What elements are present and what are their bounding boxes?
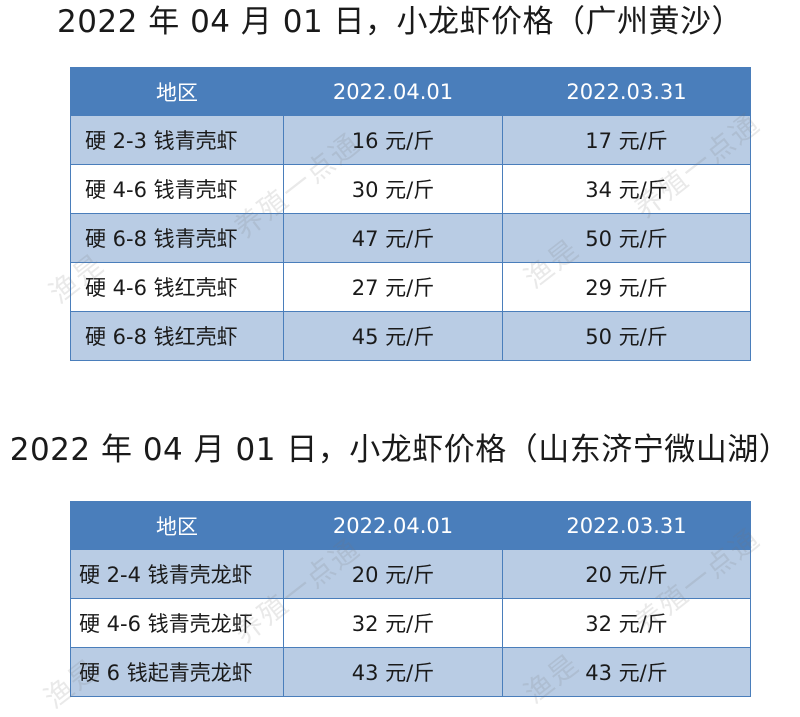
price-today: 47 元/斤 [283, 213, 503, 263]
section2-title: 2022 年 04 月 01 日，小龙虾价格（山东济宁微山湖） [9, 432, 791, 468]
table-row: 硬 2-3 钱青壳虾 16 元/斤 17 元/斤 [70, 115, 751, 165]
table-row: 硬 4-6 钱青壳龙虾 32 元/斤 32 元/斤 [70, 598, 751, 648]
table-row: 硬 6 钱起青壳龙虾 43 元/斤 43 元/斤 [70, 647, 751, 697]
table-row: 硬 6-8 钱红壳虾 45 元/斤 50 元/斤 [70, 311, 751, 361]
header-date-yesterday: 2022.03.31 [502, 67, 751, 116]
product-name: 硬 6-8 钱红壳虾 [70, 311, 284, 361]
price-today: 16 元/斤 [283, 115, 503, 165]
product-name: 硬 4-6 钱青壳虾 [70, 164, 284, 214]
table-header-row: 地区 2022.04.01 2022.03.31 [70, 501, 751, 550]
table-row: 硬 2-4 钱青壳龙虾 20 元/斤 20 元/斤 [70, 549, 751, 599]
header-date-today: 2022.04.01 [283, 501, 503, 550]
price-yesterday: 34 元/斤 [502, 164, 751, 214]
price-today: 43 元/斤 [283, 647, 503, 697]
price-today: 45 元/斤 [283, 311, 503, 361]
price-yesterday: 32 元/斤 [502, 598, 751, 648]
product-name: 硬 6-8 钱青壳虾 [70, 213, 284, 263]
price-yesterday: 20 元/斤 [502, 549, 751, 599]
price-yesterday: 50 元/斤 [502, 311, 751, 361]
price-today: 32 元/斤 [283, 598, 503, 648]
product-name: 硬 2-4 钱青壳龙虾 [70, 549, 284, 599]
header-date-today: 2022.04.01 [283, 67, 503, 116]
price-yesterday: 17 元/斤 [502, 115, 751, 165]
price-yesterday: 29 元/斤 [502, 262, 751, 312]
product-name: 硬 2-3 钱青壳虾 [70, 115, 284, 165]
header-region: 地区 [70, 67, 284, 116]
price-today: 27 元/斤 [283, 262, 503, 312]
price-today: 20 元/斤 [283, 549, 503, 599]
section1-title: 2022 年 04 月 01 日，小龙虾价格（广州黄沙） [56, 4, 744, 40]
table-row: 硬 4-6 钱青壳虾 30 元/斤 34 元/斤 [70, 164, 751, 214]
price-yesterday: 43 元/斤 [502, 647, 751, 697]
product-name: 硬 4-6 钱红壳虾 [70, 262, 284, 312]
product-name: 硬 4-6 钱青壳龙虾 [70, 598, 284, 648]
price-yesterday: 50 元/斤 [502, 213, 751, 263]
guangzhou-price-table: 地区 2022.04.01 2022.03.31 硬 2-3 钱青壳虾 16 元… [70, 67, 751, 361]
table-row: 硬 4-6 钱红壳虾 27 元/斤 29 元/斤 [70, 262, 751, 312]
header-date-yesterday: 2022.03.31 [502, 501, 751, 550]
price-today: 30 元/斤 [283, 164, 503, 214]
table-row: 硬 6-8 钱青壳虾 47 元/斤 50 元/斤 [70, 213, 751, 263]
table-header-row: 地区 2022.04.01 2022.03.31 [70, 67, 751, 116]
product-name: 硬 6 钱起青壳龙虾 [70, 647, 284, 697]
weishan-lake-price-table: 地区 2022.04.01 2022.03.31 硬 2-4 钱青壳龙虾 20 … [70, 501, 751, 697]
header-region: 地区 [70, 501, 284, 550]
